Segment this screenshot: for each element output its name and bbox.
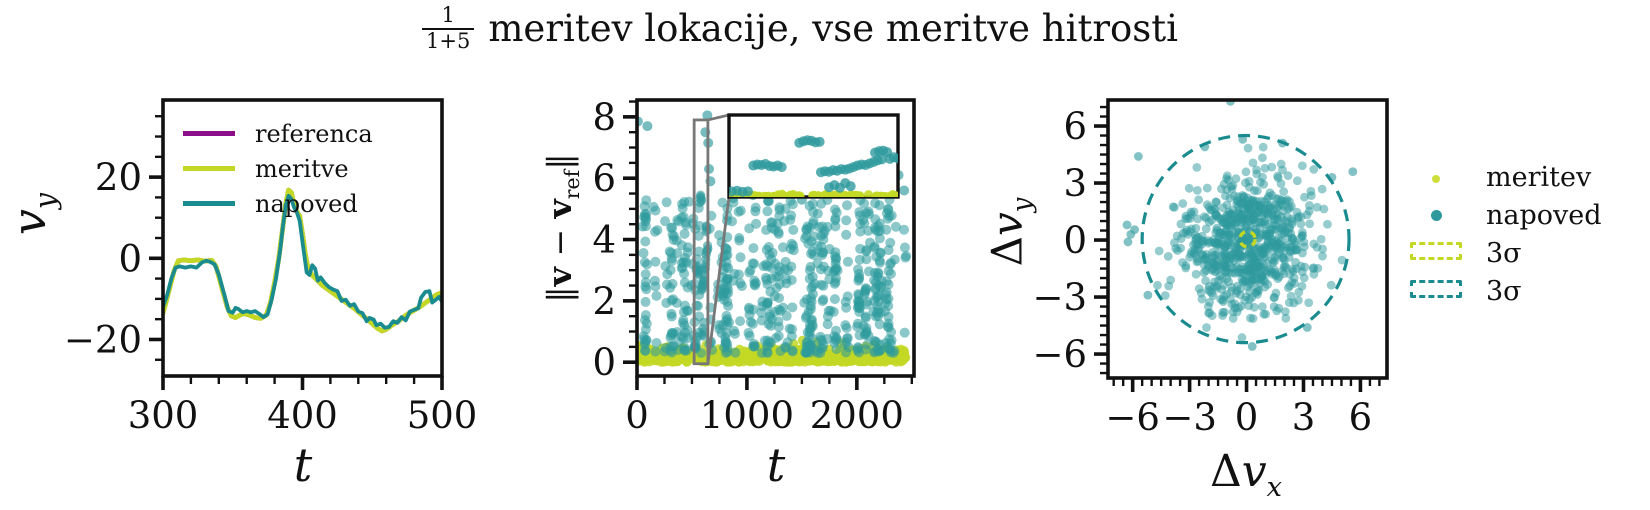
svg-text:6: 6 xyxy=(1349,396,1373,439)
legend-item-meritve: meritve xyxy=(183,151,373,186)
plot2-inset xyxy=(727,113,900,199)
meritev-dot-swatch xyxy=(1432,174,1440,183)
legend-item-napoved: napoved xyxy=(1408,196,1602,234)
plot1-ylabel: vy xyxy=(2,193,62,235)
napoved-dot-swatch xyxy=(1430,209,1442,221)
svg-text:0: 0 xyxy=(592,341,616,384)
svg-text:−6: −6 xyxy=(1032,333,1087,376)
svg-text:3: 3 xyxy=(1063,162,1087,205)
svg-text:6: 6 xyxy=(592,157,616,200)
legend-label: 3σ xyxy=(1486,275,1522,307)
legend-item-napoved: napoved xyxy=(183,186,373,221)
legend-item-3sigma-napoved: 3σ xyxy=(1408,272,1602,310)
plot3-xlabel: Δvx xyxy=(1209,446,1283,503)
legend-label: napoved xyxy=(255,189,358,218)
plot1-ylabel-main: v xyxy=(1,209,56,236)
svg-text:500: 500 xyxy=(407,394,478,437)
zoom-indicator xyxy=(692,113,731,366)
plot1-xlabel: t xyxy=(293,438,313,492)
svg-text:0: 0 xyxy=(1063,219,1087,262)
plot1-ylabel-sub: y xyxy=(29,192,63,210)
svg-text:2: 2 xyxy=(592,280,616,323)
plot3-legend: meritev napoved 3σ 3σ xyxy=(1408,158,1602,310)
legend-label: napoved xyxy=(1486,199,1602,231)
svg-text:−3: −3 xyxy=(1032,276,1087,319)
svg-text:1000: 1000 xyxy=(700,394,794,437)
svg-text:−20: −20 xyxy=(64,318,142,361)
plot2-scatter xyxy=(637,110,912,367)
plot2-xlabel: t xyxy=(766,438,786,492)
plot2-axes: 0 1000 2000 0 2 4 6 8 xyxy=(592,96,916,437)
fraction-numerator: 1 xyxy=(441,3,455,27)
napoved-3sigma-circle xyxy=(1140,133,1351,345)
plot1-axes: 300 400 500 −20 0 20 xyxy=(64,98,478,437)
svg-text:4: 4 xyxy=(592,219,616,262)
line-napoved xyxy=(163,193,442,330)
title-text: meritev lokacije, vse meritve hitrosti xyxy=(488,7,1178,51)
svg-text:0: 0 xyxy=(1235,396,1259,439)
legend-label: referenca xyxy=(255,119,373,148)
plot3-ylabel: Δvy xyxy=(982,197,1038,267)
svg-text:400: 400 xyxy=(267,394,338,437)
legend-label: 3σ xyxy=(1486,237,1522,269)
svg-text:−3: −3 xyxy=(1162,396,1217,439)
legend-item-meritev: meritev xyxy=(1408,158,1602,196)
plot1-series xyxy=(163,187,442,334)
referenca-line-swatch xyxy=(183,131,235,136)
napoved-sigma-swatch xyxy=(1410,280,1462,298)
meritve-sigma-swatch xyxy=(1410,242,1462,260)
legend-item-referenca: referenca xyxy=(183,116,373,151)
svg-text:300: 300 xyxy=(128,394,199,437)
legend-label: meritve xyxy=(255,154,349,183)
napoved-line-swatch xyxy=(183,201,235,206)
svg-text:0: 0 xyxy=(118,237,142,280)
meritve-3sigma-circle xyxy=(1238,229,1257,249)
plot1-legend: referenca meritve napoved xyxy=(183,116,373,221)
plot3-scatter xyxy=(1122,100,1358,351)
svg-text:6: 6 xyxy=(1063,105,1087,148)
legend-label: meritev xyxy=(1486,161,1592,193)
title-fraction: 1 1+5 xyxy=(422,3,475,54)
meritve-line-swatch xyxy=(183,166,235,171)
figure-title: 1 1+5 meritev lokacije, vse meritve hitr… xyxy=(422,3,1178,54)
legend-item-3sigma-meritve: 3σ xyxy=(1408,234,1602,272)
svg-text:3: 3 xyxy=(1292,396,1316,439)
plot2-ylabel: ‖v − vref‖ xyxy=(540,153,584,303)
svg-text:2000: 2000 xyxy=(810,394,904,437)
svg-text:20: 20 xyxy=(95,156,142,199)
svg-text:8: 8 xyxy=(592,96,616,139)
svg-text:0: 0 xyxy=(625,394,649,437)
fraction-denominator: 1+5 xyxy=(422,27,475,54)
svg-text:−6: −6 xyxy=(1105,396,1160,439)
